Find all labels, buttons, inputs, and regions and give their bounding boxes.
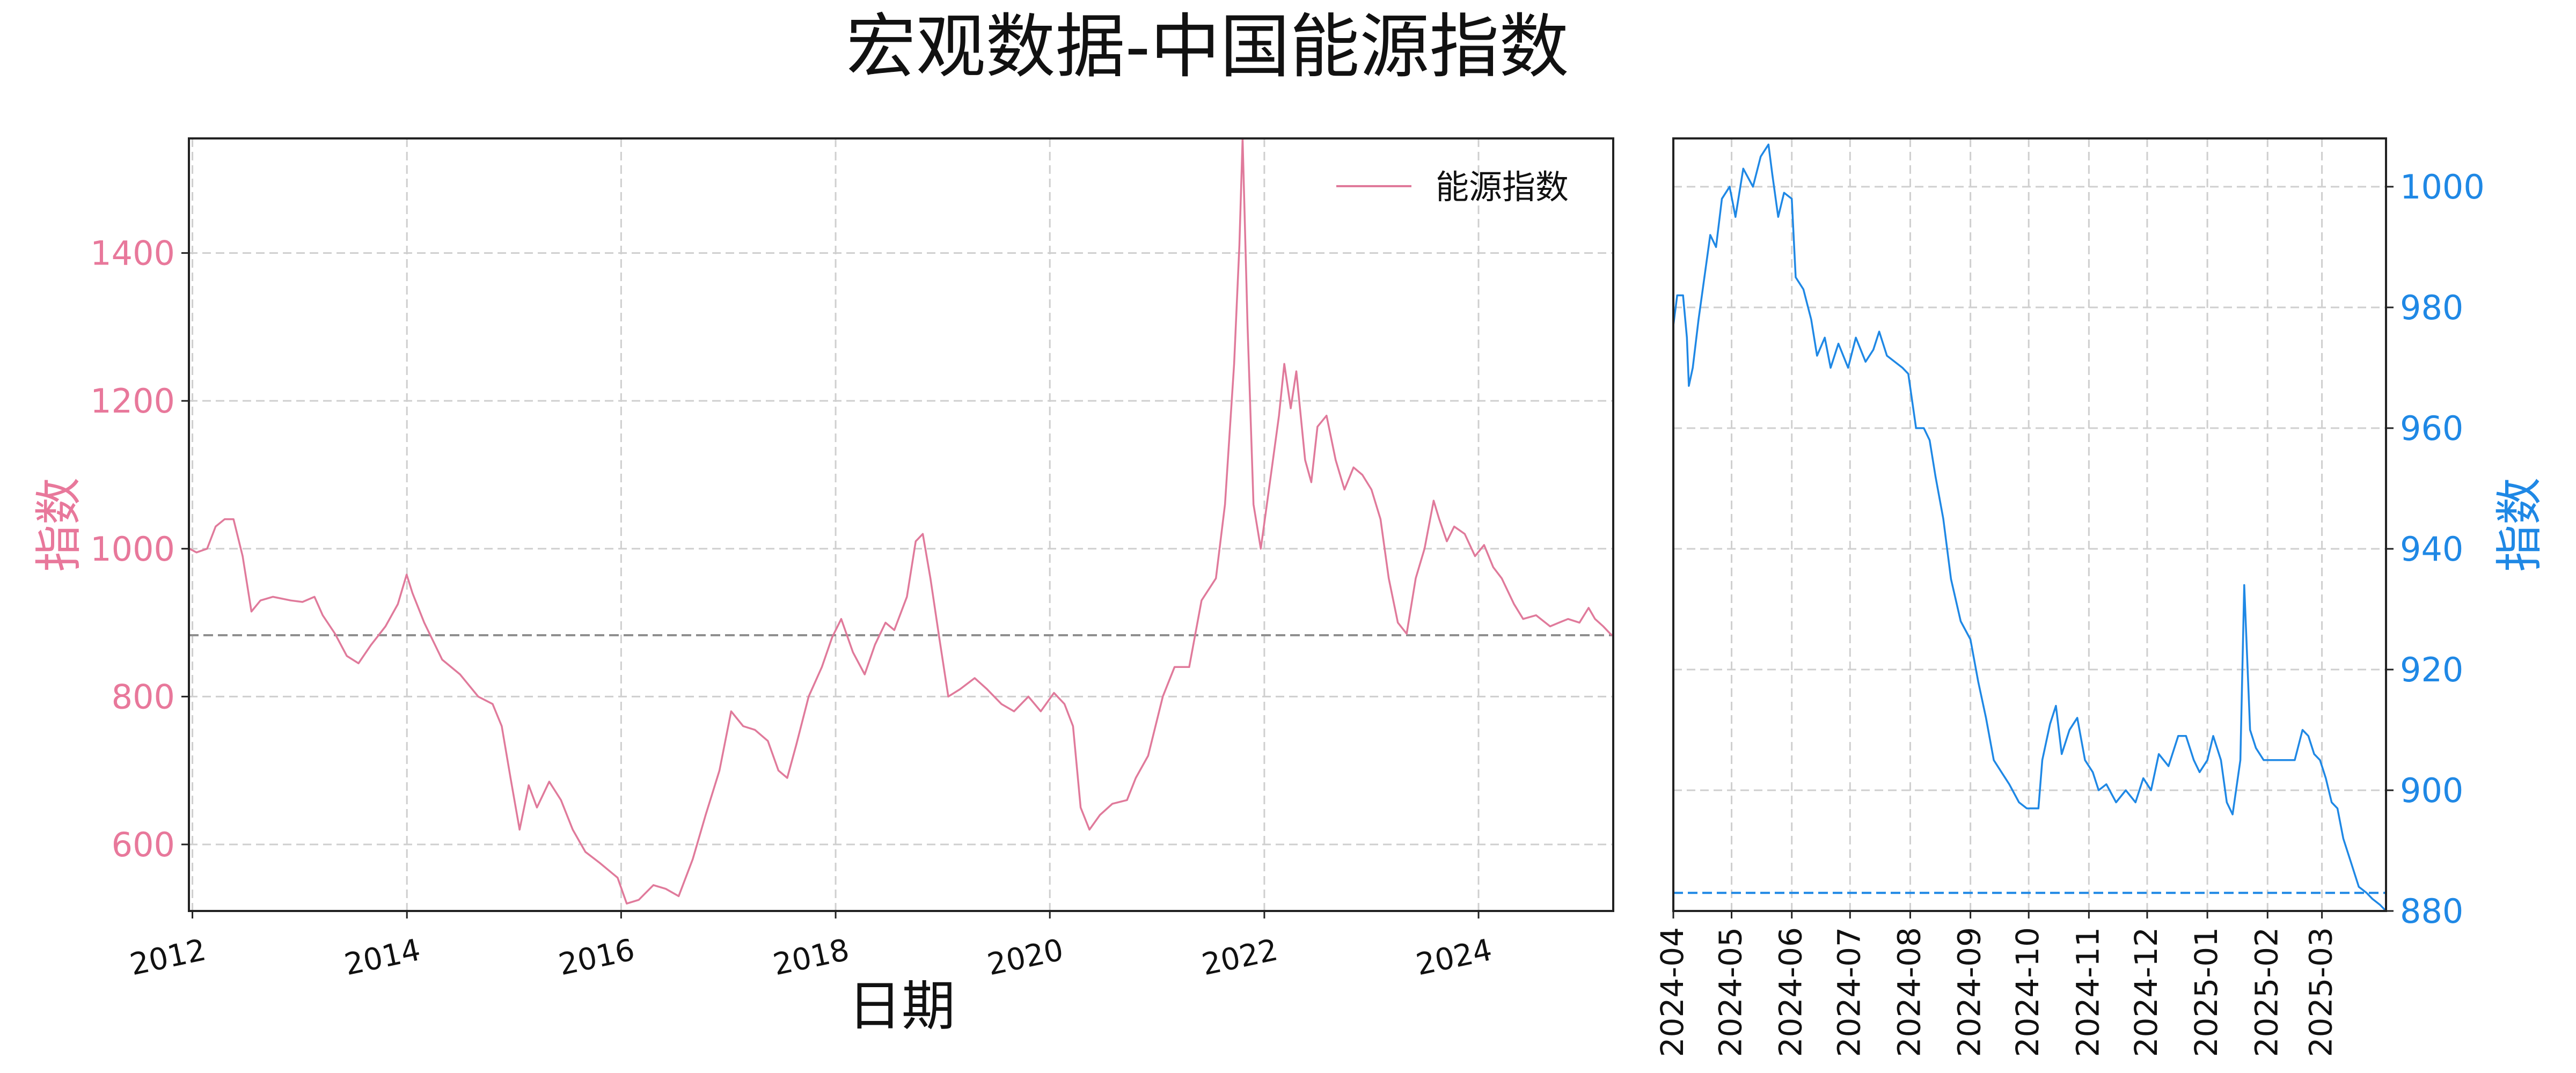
y-tick-label: 940 — [2400, 530, 2463, 569]
y-tick-label: 980 — [2400, 288, 2463, 327]
x-tick-label: 2025-03 — [2303, 927, 2339, 1057]
x-tick-label: 2012 — [127, 932, 209, 982]
right-series-line — [1672, 143, 2387, 912]
x-tick-label: 2025-02 — [2248, 927, 2285, 1057]
right-y-axis-label: 指数 — [2492, 477, 2547, 572]
legend-label: 能源指数 — [1436, 167, 1569, 207]
x-tick-label: 2024-08 — [1891, 927, 1927, 1057]
main-y-axis-label: 指数 — [31, 477, 86, 572]
main-legend: 能源指数 — [1336, 167, 1569, 207]
y-tick-label: 960 — [2400, 409, 2463, 448]
y-tick-label: 1000 — [2400, 167, 2485, 207]
x-tick-label: 2020 — [984, 932, 1066, 982]
main-chart-grid — [189, 138, 1613, 911]
y-tick-label: 920 — [2400, 650, 2463, 689]
y-tick-label: 880 — [2400, 892, 2463, 931]
y-tick-label: 600 — [112, 825, 175, 864]
chart-title: 宏观数据-中国能源指数 — [846, 6, 1569, 87]
x-tick-label: 2024-10 — [2009, 927, 2046, 1057]
y-tick-label: 1400 — [90, 234, 175, 273]
x-tick-label: 2024-05 — [1713, 927, 1749, 1057]
right-chart-panel: 880 900 920 940 960 980 1000 2024-04 2024-05 2024… — [1654, 137, 2547, 1057]
y-tick-label: 900 — [2400, 771, 2463, 810]
y-tick-label: 1000 — [90, 530, 175, 569]
main-chart-panel: 600 800 1000 1200 1400 2012 2014 2016 2018 2020 20… — [31, 137, 1614, 1038]
x-tick-label: 2024-12 — [2128, 927, 2164, 1057]
x-tick-label: 2024-09 — [1951, 927, 1988, 1057]
right-chart-frame — [1672, 137, 2387, 912]
x-tick-label: 2016 — [555, 932, 638, 982]
main-chart-frame — [188, 137, 1614, 912]
main-axis-ticks: 600 800 1000 1200 1400 2012 2014 2016 2018 2020 20… — [90, 234, 1495, 983]
x-tick-label: 2022 — [1199, 932, 1281, 982]
y-tick-label: 800 — [112, 677, 175, 716]
main-x-axis-label: 日期 — [848, 975, 955, 1038]
x-tick-label: 2024-06 — [1773, 927, 1809, 1057]
x-tick-label: 2014 — [341, 932, 423, 982]
y-tick-label: 1200 — [90, 381, 175, 421]
x-tick-label: 2024-11 — [2069, 927, 2106, 1057]
x-tick-label: 2024-07 — [1831, 927, 1867, 1057]
x-tick-label: 2024 — [1413, 932, 1495, 982]
x-tick-label: 2018 — [770, 932, 852, 982]
main-series-line — [189, 137, 1614, 905]
x-tick-label: 2025-01 — [2188, 927, 2224, 1057]
x-tick-label: 2024-04 — [1654, 927, 1690, 1057]
right-axis-ticks: 880 900 920 940 960 980 1000 2024-04 2024-05 2024… — [1654, 167, 2485, 1057]
right-chart-grid — [1672, 138, 2386, 912]
